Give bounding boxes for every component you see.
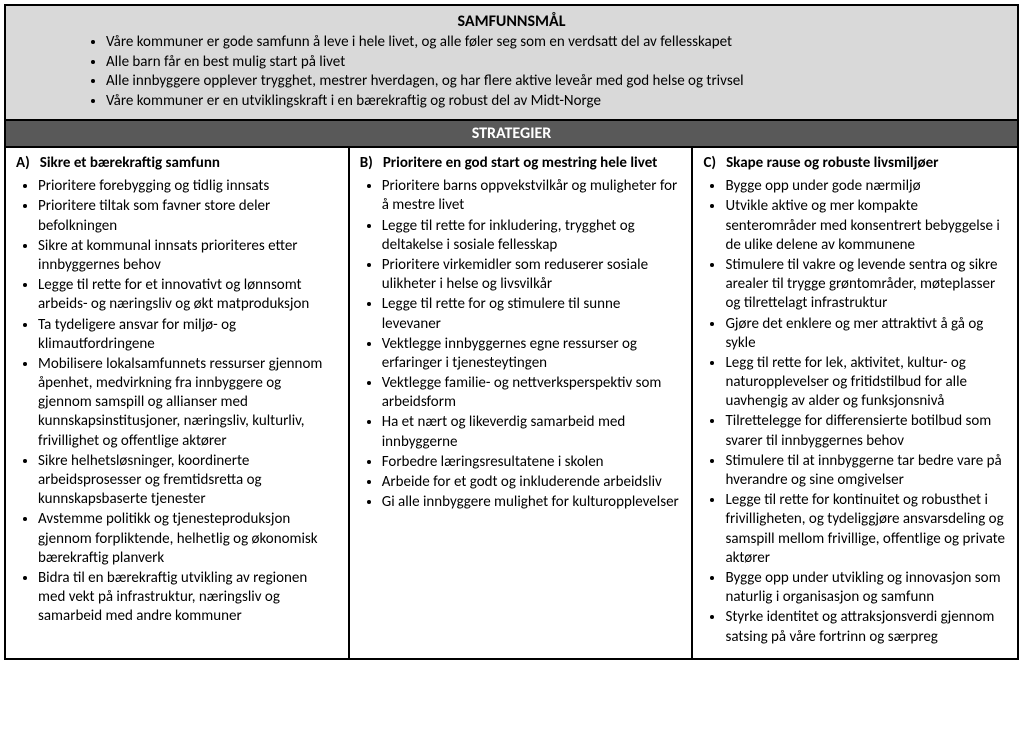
strategy-item: Avstemme politikk og tjenesteproduksjon … [38, 510, 338, 568]
column-letter: A) [16, 154, 30, 173]
strategy-item: Vektlegge innbyggernes egne ressurser og… [382, 335, 682, 373]
column-title: C) Skape rause og robuste livsmiljøer [703, 154, 1007, 173]
goal-item: Alle innbyggere opplever trygghet, mestr… [106, 72, 1007, 92]
column-title: B) Prioritere en god start og mestring h… [360, 154, 682, 173]
goal-item: Våre kommuner er gode samfunn å leve i h… [106, 33, 1007, 53]
strategy-item: Gi alle innbyggere mulighet for kulturop… [382, 493, 682, 512]
goals-section: SAMFUNNSMÅL Våre kommuner er gode samfun… [6, 6, 1017, 121]
strategy-list: Prioritere barns oppvekstvilkår og mulig… [360, 177, 682, 512]
column-title-text: Skape rause og robuste livsmiljøer [726, 154, 938, 173]
strategy-item: Bygge opp under gode nærmiljø [725, 177, 1007, 196]
strategy-column-b: B) Prioritere en god start og mestring h… [350, 148, 694, 658]
strategy-item: Legge til rette for et innovativt og løn… [38, 276, 338, 314]
strategy-list: Prioritere forebygging og tidlig innsats… [16, 177, 338, 626]
strategy-item: Legge til rette for kontinuitet og robus… [725, 491, 1007, 568]
strategy-item: Mobilisere lokalsamfunnets ressurser gje… [38, 355, 338, 451]
strategy-item: Prioritere tiltak som favner store deler… [38, 197, 338, 235]
strategy-item: Utvikle aktive og mer kompakte senteromr… [725, 197, 1007, 255]
column-title-text: Prioritere en god start og mestring hele… [383, 154, 658, 173]
strategy-item: Bygge opp under utvikling og innovasjon … [725, 569, 1007, 607]
strategy-item: Gjøre det enklere og mer attraktivt å gå… [725, 315, 1007, 353]
strategy-item: Legg til rette for lek, aktivitet, kultu… [725, 354, 1007, 412]
strategy-item: Prioritere barns oppvekstvilkår og mulig… [382, 177, 682, 215]
goal-item: Alle barn får en best mulig start på liv… [106, 53, 1007, 73]
strategy-item: Prioritere virkemidler som reduserer sos… [382, 256, 682, 294]
strategy-item: Arbeide for et godt og inkluderende arbe… [382, 473, 682, 492]
strategy-item: Forbedre læringsresultatene i skolen [382, 453, 682, 472]
goals-list: Våre kommuner er gode samfunn å leve i h… [16, 33, 1007, 111]
column-letter: B) [360, 154, 373, 173]
strategy-item: Sikre helhetsløsninger, koordinerte arbe… [38, 452, 338, 510]
column-title-text: Sikre et bærekraftig samfunn [40, 154, 220, 173]
strategy-item: Ta tydeligere ansvar for miljø- og klima… [38, 316, 338, 354]
strategy-list: Bygge opp under gode nærmiljø Utvikle ak… [703, 177, 1007, 647]
strategy-item: Stimulere til at innbyggerne tar bedre v… [725, 452, 1007, 490]
goal-item: Våre kommuner er en utviklingskraft i en… [106, 92, 1007, 112]
goals-heading: SAMFUNNSMÅL [16, 12, 1007, 31]
strategy-item: Vektlegge familie- og nettverksperspekti… [382, 374, 682, 412]
strategy-column-c: C) Skape rause og robuste livsmiljøer By… [693, 148, 1017, 658]
column-letter: C) [703, 154, 716, 173]
document-container: SAMFUNNSMÅL Våre kommuner er gode samfun… [4, 4, 1019, 660]
column-title: A) Sikre et bærekraftig samfunn [16, 154, 338, 173]
strategy-item: Tilrettelegge for differensierte botilbu… [725, 412, 1007, 450]
strategy-item: Sikre at kommunal innsats prioriteres et… [38, 237, 338, 275]
strategy-item: Bidra til en bærekraftig utvikling av re… [38, 569, 338, 627]
strategy-item: Prioritere forebygging og tidlig innsats [38, 177, 338, 196]
strategy-item: Styrke identitet og attraksjonsverdi gje… [725, 608, 1007, 646]
strategy-item: Stimulere til vakre og levende sentra og… [725, 256, 1007, 314]
strategy-item: Ha et nært og likeverdig samarbeid med i… [382, 413, 682, 451]
strategies-columns: A) Sikre et bærekraftig samfunn Priorite… [6, 148, 1017, 658]
strategies-heading: STRATEGIER [6, 121, 1017, 148]
strategy-item: Legge til rette for inkludering, trygghe… [382, 217, 682, 255]
strategy-item: Legge til rette for og stimulere til sun… [382, 295, 682, 333]
strategy-column-a: A) Sikre et bærekraftig samfunn Priorite… [6, 148, 350, 658]
